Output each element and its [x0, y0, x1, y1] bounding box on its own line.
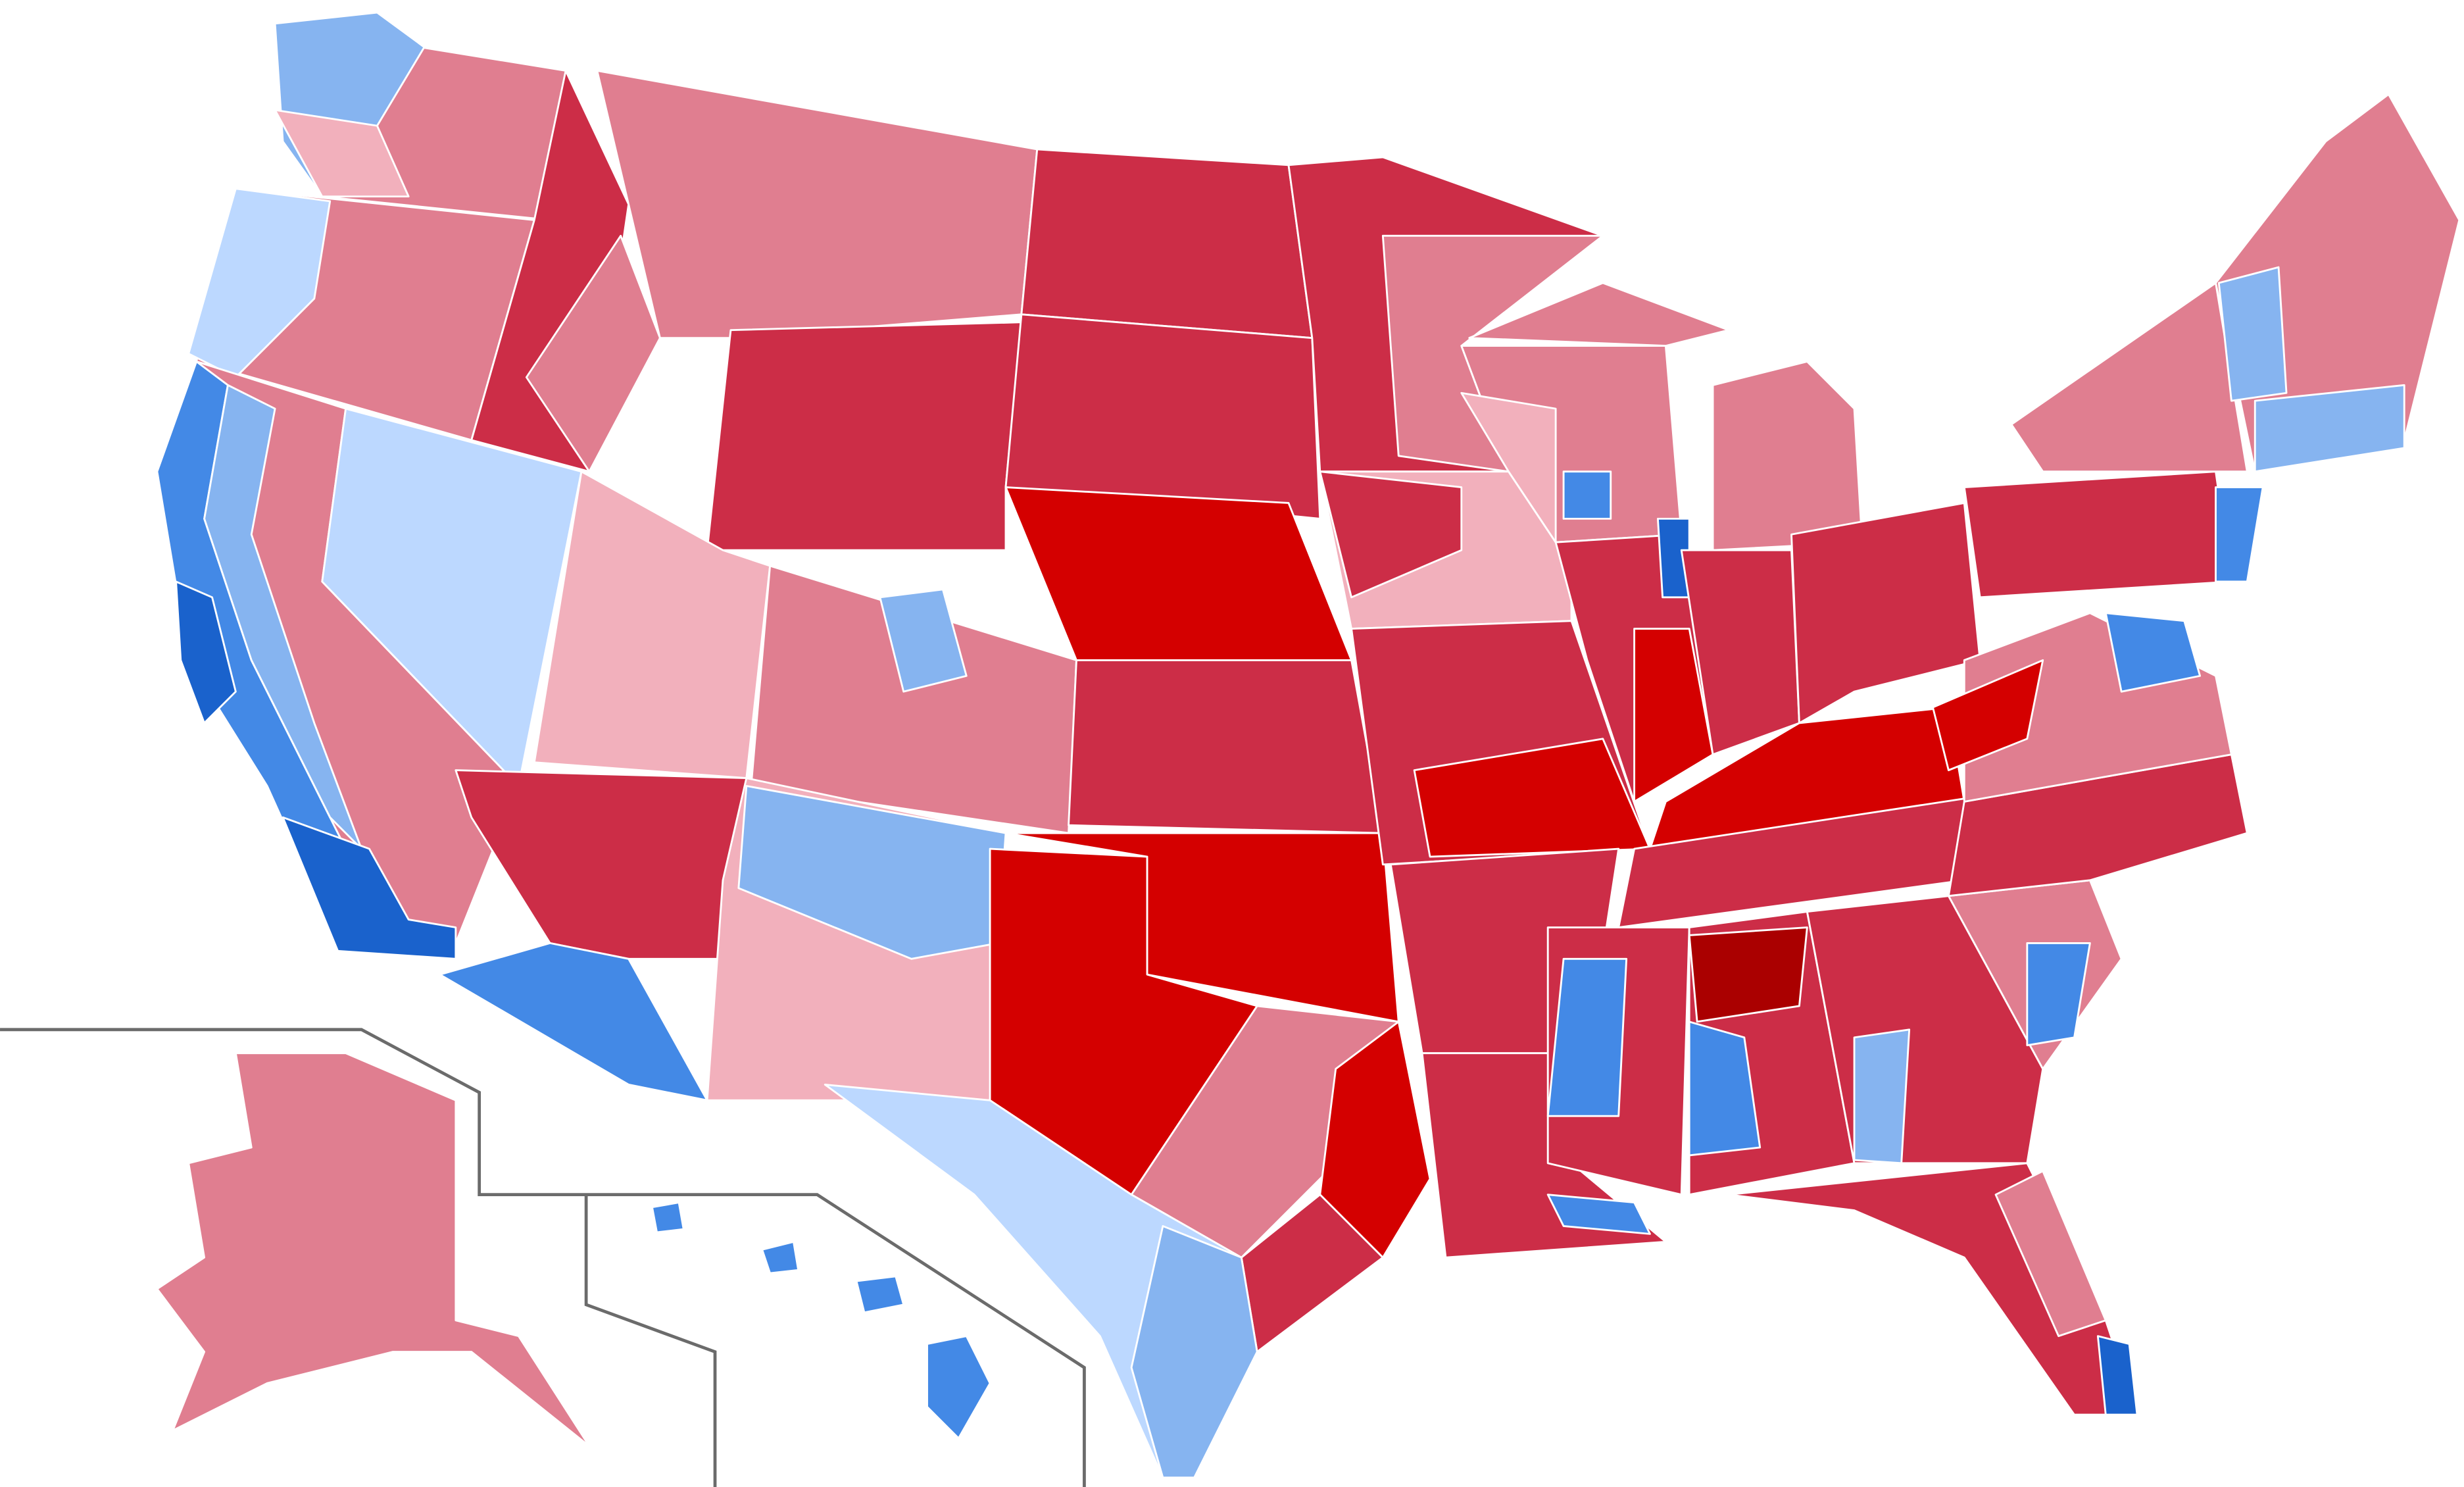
- texas-south: [1130, 1224, 1258, 1479]
- denver: [879, 588, 968, 693]
- hawaii-kauai: [651, 1201, 685, 1234]
- hawaii-oahu: [761, 1240, 800, 1274]
- alabama-north: [1688, 926, 1808, 1023]
- oregon-west: [187, 188, 332, 378]
- wyoming: [706, 321, 1023, 551]
- montana: [596, 70, 1039, 340]
- massachusetts: [2254, 384, 2405, 473]
- bay-area: [175, 580, 237, 724]
- new-mexico-north: [737, 785, 1007, 960]
- vermont: [2217, 266, 2288, 402]
- michigan-upper: [1468, 282, 1730, 347]
- washington-central: [274, 109, 410, 198]
- kansas: [1068, 659, 1384, 834]
- hawaii-big: [926, 1335, 991, 1440]
- utah: [533, 470, 772, 779]
- texas-east: [1319, 1021, 1431, 1259]
- los-angeles: [282, 816, 457, 960]
- inset-border: [584, 1194, 717, 1487]
- iowa-west: [1319, 470, 1463, 599]
- mississippi-delta: [1546, 957, 1628, 1117]
- south-dakota: [1004, 313, 1321, 520]
- idaho-east: [525, 234, 661, 473]
- inset-border: [0, 1028, 1086, 1487]
- madison: [1562, 470, 1612, 520]
- new-orleans: [1546, 1194, 1651, 1235]
- ohio: [1790, 502, 1981, 724]
- alaska: [156, 1052, 591, 1448]
- oklahoma: [1004, 832, 1400, 1023]
- michigan: [1712, 361, 1863, 551]
- miami: [2096, 1335, 2138, 1416]
- south-carolina-coast: [2026, 942, 2091, 1047]
- new-jersey: [2215, 486, 2264, 583]
- new-york: [2010, 282, 2248, 473]
- west-virginia: [1932, 659, 2044, 772]
- arizona: [455, 769, 748, 960]
- arizona-south: [439, 942, 708, 1101]
- north-dakota: [1020, 148, 1314, 340]
- florida-central: [1994, 1170, 2107, 1338]
- northern-virginia: [2104, 612, 2202, 693]
- georgia-south: [1853, 1028, 1911, 1165]
- pennsylvania: [1963, 470, 2232, 599]
- alabama-west: [1688, 1021, 1762, 1157]
- hawaii-maui: [855, 1275, 905, 1314]
